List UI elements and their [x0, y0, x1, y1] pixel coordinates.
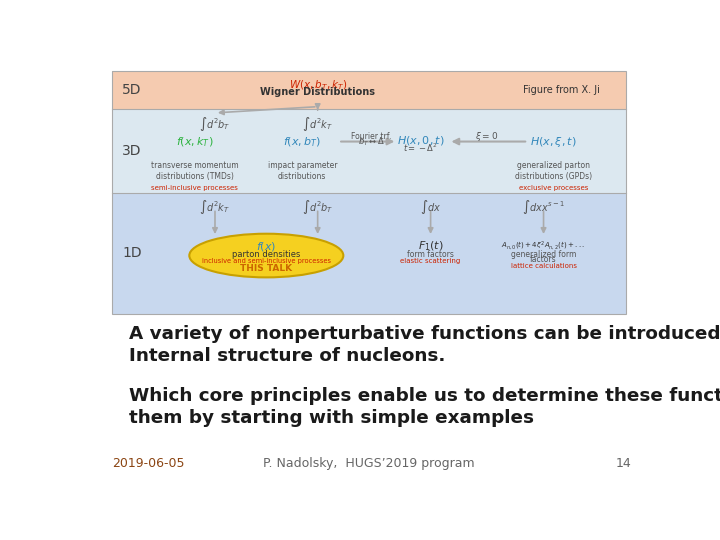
Ellipse shape — [189, 234, 343, 278]
Text: 3D: 3D — [122, 144, 142, 158]
Text: generalized form: generalized form — [511, 250, 576, 259]
Text: parton densities: parton densities — [232, 250, 300, 259]
Bar — [112, 109, 626, 193]
Text: $W(x,b_T,k_T)$: $W(x,b_T,k_T)$ — [289, 78, 347, 92]
Text: lattice calculations: lattice calculations — [510, 263, 577, 269]
Text: $\int d^2b_T$: $\int d^2b_T$ — [302, 198, 333, 215]
Text: $H(x,\xi,t)$: $H(x,\xi,t)$ — [531, 136, 577, 150]
Text: transverse momentum
distributions (TMDs): transverse momentum distributions (TMDs) — [150, 161, 238, 181]
Text: THIS TALK: THIS TALK — [240, 264, 292, 273]
Text: exclusive processes: exclusive processes — [519, 185, 588, 191]
Text: A variety of nonperturbative functions can be introduced to describe the rich
In: A variety of nonperturbative functions c… — [129, 325, 720, 365]
Bar — [112, 193, 626, 314]
Text: $\xi=0$: $\xi=0$ — [475, 130, 499, 143]
Text: Fourier trf.: Fourier trf. — [351, 132, 392, 140]
Text: Figure from X. Ji: Figure from X. Ji — [523, 85, 600, 95]
Text: inclusive and semi-inclusive processes: inclusive and semi-inclusive processes — [202, 258, 330, 265]
Text: Which core principles enable us to determine these functions? I will review
them: Which core principles enable us to deter… — [129, 387, 720, 427]
Text: $H(x,0,t)$: $H(x,0,t)$ — [397, 134, 444, 147]
Text: 5D: 5D — [122, 83, 142, 97]
Text: $f(x,k_T)$: $f(x,k_T)$ — [176, 136, 213, 149]
Text: 1D: 1D — [122, 246, 142, 260]
Text: $\int d^2k_T$: $\int d^2k_T$ — [199, 198, 230, 215]
Text: Wigner Distributions: Wigner Distributions — [260, 87, 375, 97]
Text: form factors: form factors — [408, 250, 454, 259]
Text: $F_1(t)$: $F_1(t)$ — [418, 239, 444, 253]
Text: P. Nadolsky,  HUGS’2019 program: P. Nadolsky, HUGS’2019 program — [264, 457, 474, 470]
Text: $\int dx$: $\int dx$ — [420, 198, 441, 215]
Text: 14: 14 — [616, 457, 631, 470]
Text: 2019-06-05: 2019-06-05 — [112, 457, 185, 470]
Text: impact parameter
distributions: impact parameter distributions — [268, 161, 337, 181]
Text: generalized parton
distributions (GPDs): generalized parton distributions (GPDs) — [516, 161, 593, 181]
Text: $\int d^2b_T$: $\int d^2b_T$ — [199, 115, 230, 133]
Bar — [112, 71, 626, 109]
Text: $\int dxx^{s-1}$: $\int dxx^{s-1}$ — [522, 198, 565, 215]
Text: semi-inclusive processes: semi-inclusive processes — [151, 185, 238, 191]
Text: $\int d^2k_T$: $\int d^2k_T$ — [302, 115, 333, 133]
Text: $b_T \leftrightarrow \Delta$: $b_T \leftrightarrow \Delta$ — [358, 136, 385, 148]
Text: $f(x,b_T)$: $f(x,b_T)$ — [283, 136, 321, 149]
Text: $f(x)$: $f(x)$ — [256, 240, 276, 253]
Text: factors: factors — [530, 255, 557, 264]
Text: $A_{n,0}(t)+4\xi^2 A_{n,2}(t)+...$: $A_{n,0}(t)+4\xi^2 A_{n,2}(t)+...$ — [501, 240, 585, 252]
Text: $t=-\Delta^2$: $t=-\Delta^2$ — [403, 141, 438, 153]
Bar — [112, 71, 626, 314]
Text: elastic scattering: elastic scattering — [400, 258, 461, 264]
